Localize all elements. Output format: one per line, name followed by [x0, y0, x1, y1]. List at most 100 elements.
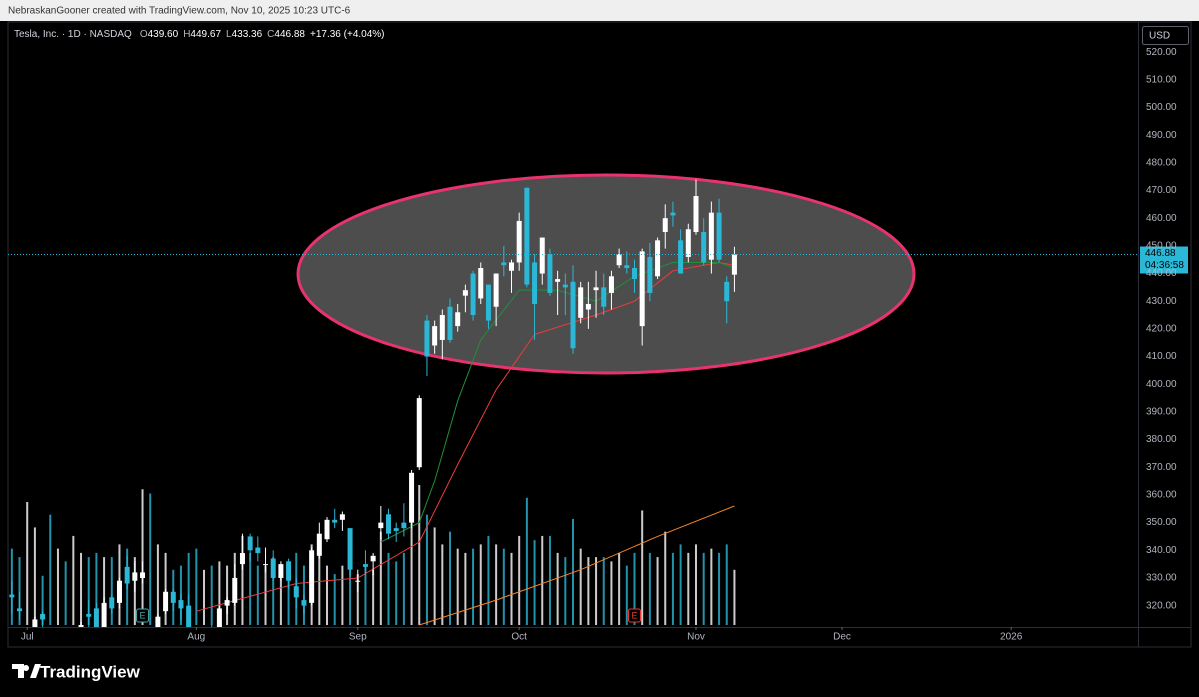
volume-bar: [541, 535, 544, 625]
candle-body: [501, 262, 507, 266]
candle-body: [286, 561, 292, 581]
x-tick-label: Dec: [833, 632, 851, 643]
candle-body: [332, 519, 338, 523]
y-tick-label: 390.00: [1146, 407, 1177, 418]
candle-body: [216, 608, 222, 627]
candle-body: [539, 237, 545, 274]
price-tag-box: [1140, 246, 1188, 274]
volume-bar: [602, 557, 605, 625]
volume-bar: [218, 561, 221, 625]
volume-bar: [449, 531, 452, 625]
x-tick-label: Oct: [511, 632, 527, 643]
candle-body: [631, 268, 637, 280]
volume-bar: [418, 485, 421, 625]
volume-bar: [402, 552, 405, 625]
volume-bar: [687, 552, 690, 625]
volume-bar: [671, 552, 674, 625]
candle-body: [478, 268, 484, 299]
volume-bar: [18, 557, 21, 625]
volume-bar: [95, 552, 98, 625]
candle-body: [247, 536, 253, 551]
brand: TradingView: [40, 662, 141, 681]
volume-bar: [702, 552, 705, 625]
legend-change: +17.36 (+4.04%): [310, 29, 385, 40]
volume-bar: [64, 561, 67, 625]
volume-bar: [103, 557, 106, 625]
y-tick-label: 340.00: [1146, 545, 1177, 556]
candle-body: [339, 514, 345, 520]
candle-body: [370, 555, 376, 562]
volume-bar: [387, 552, 390, 625]
candle-body: [624, 265, 630, 268]
volume-bar: [333, 574, 336, 625]
volume-bar: [510, 552, 513, 625]
volume-bar: [41, 575, 44, 625]
volume-bar: [287, 561, 290, 625]
y-tick-label: 320.00: [1146, 600, 1177, 611]
volume-bar: [648, 552, 651, 625]
candle-body: [32, 619, 38, 627]
volume-bar: [433, 527, 436, 625]
candle-body: [731, 254, 737, 275]
candle-body: [178, 600, 184, 609]
candle-body: [270, 558, 276, 578]
legend-field-label: O: [140, 29, 148, 40]
legend: Tesla, Inc. · 1D · NASDAQ O439.60 H449.67 L…: [14, 29, 385, 40]
y-tick-label: 480.00: [1146, 157, 1177, 168]
candle-body: [401, 522, 407, 529]
candle-body: [439, 315, 445, 340]
volume-bar: [72, 535, 75, 625]
candle-body: [101, 602, 107, 627]
volume-bar: [625, 565, 628, 625]
volume-bar: [395, 561, 398, 625]
volume-bar: [326, 565, 329, 625]
candle-body: [485, 284, 491, 321]
legend-symbol: Tesla, Inc. · 1D · NASDAQ: [14, 29, 132, 40]
volume-bar: [256, 565, 259, 625]
volume-bar: [164, 552, 167, 625]
header-text: NebraskanGooner created with TradingView…: [8, 6, 351, 17]
candle-body: [278, 564, 284, 578]
candle-body: [516, 220, 522, 263]
candle-body: [708, 212, 714, 260]
volume-bar: [679, 544, 682, 625]
volume-bar: [502, 548, 505, 625]
candle-body: [455, 312, 461, 327]
candle-body: [293, 586, 299, 598]
candle-body: [255, 547, 261, 554]
currency: USD: [1149, 31, 1170, 42]
volume-bar: [456, 548, 459, 625]
candle-body: [124, 566, 130, 584]
volume-bar: [364, 565, 367, 625]
y-tick-label: 430.00: [1146, 296, 1177, 307]
volume-bar: [595, 557, 598, 625]
candle-body: [263, 564, 269, 566]
y-tick-label: 360.00: [1146, 490, 1177, 501]
volume-bar: [525, 497, 528, 625]
candle-body: [140, 572, 146, 578]
candle-body: [524, 187, 530, 285]
event-marker: [136, 608, 150, 623]
candle-body: [724, 281, 730, 302]
candle-body: [462, 290, 468, 296]
volume-bar: [349, 557, 352, 625]
candle-body: [316, 533, 322, 556]
price-tag: 446.88 04:36:58: [1140, 246, 1188, 274]
candle-body: [409, 472, 415, 523]
candle-body: [9, 594, 15, 598]
volume-bar: [264, 565, 267, 625]
countdown: 04:36:58: [1145, 260, 1184, 271]
footer: TradingView: [12, 662, 141, 681]
candle-body: [324, 519, 330, 540]
y-tick-label: 410.00: [1146, 351, 1177, 362]
legend-field-value: 433.36: [232, 29, 263, 40]
candle-body: [378, 522, 384, 529]
volume-bar: [279, 565, 282, 625]
candle-body: [386, 514, 392, 534]
volume-bar: [80, 552, 83, 625]
volume-bar: [203, 569, 206, 625]
candle-body: [593, 287, 599, 291]
volume-bar: [379, 531, 382, 625]
currency-box: [1142, 26, 1189, 45]
